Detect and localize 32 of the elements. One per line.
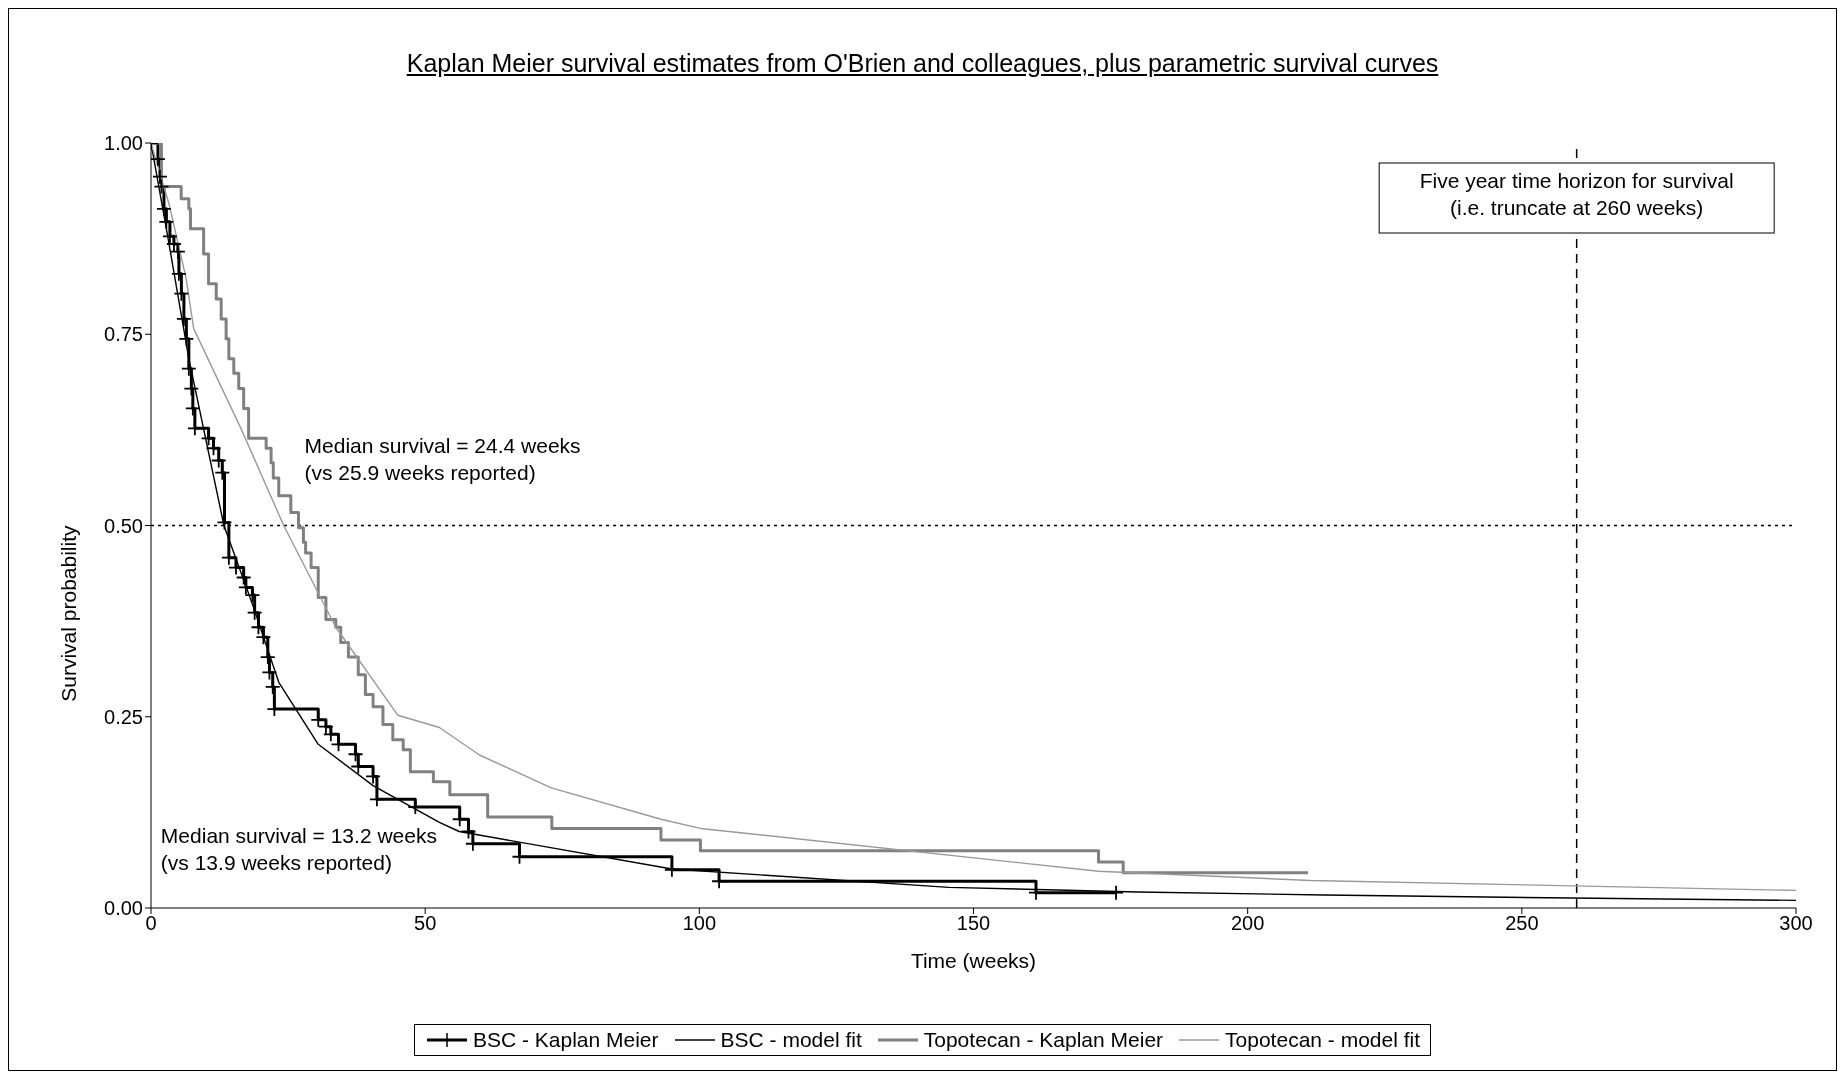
- ref-line-label: Five year time horizon for survival (i.e. truncate at 260 weeks): [1419, 169, 1734, 220]
- x-tick-label: 250: [1505, 912, 1539, 935]
- x-tick-label: 0: [145, 912, 157, 935]
- x-tick-label: 300: [1779, 912, 1813, 935]
- y-tick-label: 0.50: [104, 514, 143, 537]
- x-tick-label: 200: [1230, 912, 1265, 935]
- x-tick-label: 50: [414, 912, 437, 935]
- point: [265, 679, 280, 694]
- y-tick-label: 0.00: [104, 897, 143, 920]
- x-tick-label: 100: [682, 912, 717, 935]
- legend-label: Topotecan - Kaplan Meier: [923, 1028, 1164, 1052]
- point: [179, 331, 194, 346]
- chart-title: Kaplan Meier survival estimates from O'Brien and colleagues, plus parametric survival curves: [405, 49, 1440, 78]
- point: [174, 286, 189, 301]
- point: [170, 244, 185, 259]
- point: [260, 650, 275, 665]
- legend-label: Topotecan - model fit: [1225, 1028, 1421, 1052]
- y-tick-label: 0.75: [104, 323, 143, 346]
- point: [181, 361, 196, 376]
- legend-label: BSC - model fit: [720, 1028, 862, 1052]
- point: [452, 812, 467, 827]
- point: [215, 465, 230, 480]
- annotation: Median survival = 13.2 weeks (vs 13.9 weeks reported): [160, 823, 437, 875]
- legend-label: BSC - Kaplan Meier: [472, 1028, 659, 1052]
- point: [159, 214, 174, 229]
- annotation: Median survival = 24.4 weeks (vs 25.9 weeks reported): [304, 433, 581, 485]
- x-tick-label: 150: [956, 912, 991, 935]
- x-axis-title: Time (weeks): [910, 949, 1037, 972]
- point: [152, 169, 167, 184]
- y-axis-title: Survival probability: [57, 525, 81, 702]
- y-tick-label: 1.00: [104, 132, 143, 155]
- y-tick-label: 0.25: [104, 705, 143, 728]
